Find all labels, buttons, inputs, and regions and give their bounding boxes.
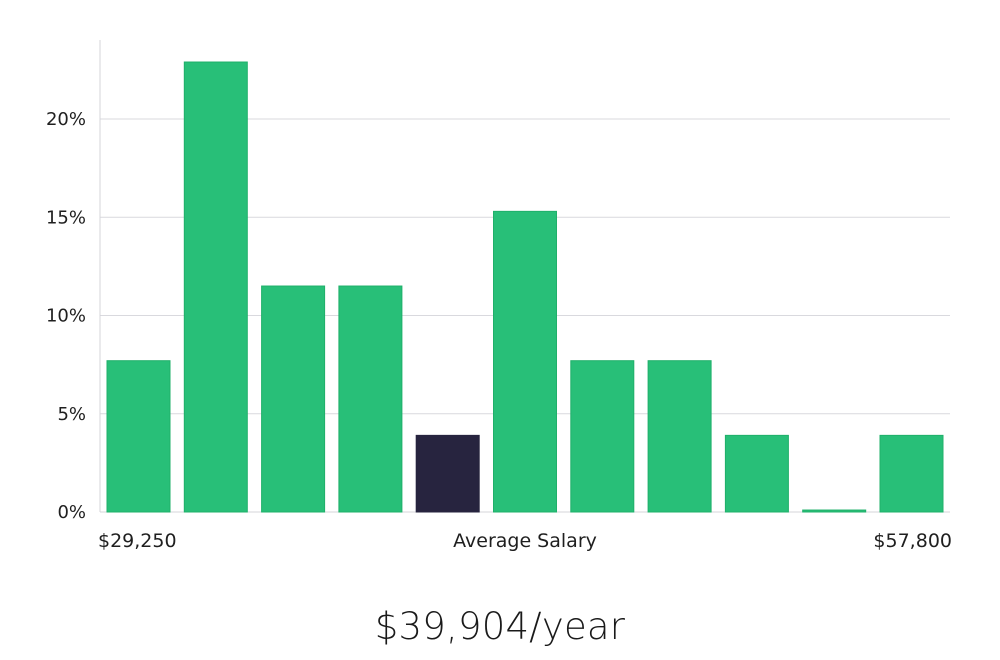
salary-histogram: 0% 5% 10% 15% 20% $29,250 Average Salary $57… — [46, 40, 952, 552]
histogram-bar — [338, 285, 403, 513]
x-min-label: $29,250 — [98, 530, 177, 552]
histogram-bar — [261, 285, 326, 513]
average-salary-bar — [415, 434, 480, 513]
bars — [106, 61, 944, 513]
y-tick-label: 5% — [57, 404, 86, 425]
histogram-bar — [802, 509, 867, 513]
y-tick-label: 20% — [46, 109, 86, 130]
y-tick-label: 10% — [46, 306, 86, 327]
average-salary-value: $39,904/year — [374, 605, 626, 648]
histogram-bar — [724, 434, 789, 513]
x-axis-label: Average Salary — [453, 530, 597, 552]
histogram-bar — [570, 360, 635, 513]
histogram-bar — [183, 61, 248, 513]
y-tick-label: 15% — [46, 207, 86, 228]
y-tick-label: 0% — [57, 502, 86, 523]
x-max-label: $57,800 — [873, 530, 952, 552]
histogram-bar — [879, 434, 944, 513]
histogram-bar — [647, 360, 712, 513]
histogram-bar — [106, 360, 171, 513]
histogram-bar — [493, 210, 557, 513]
y-tick-labels: 0% 5% 10% 15% 20% — [46, 109, 86, 523]
